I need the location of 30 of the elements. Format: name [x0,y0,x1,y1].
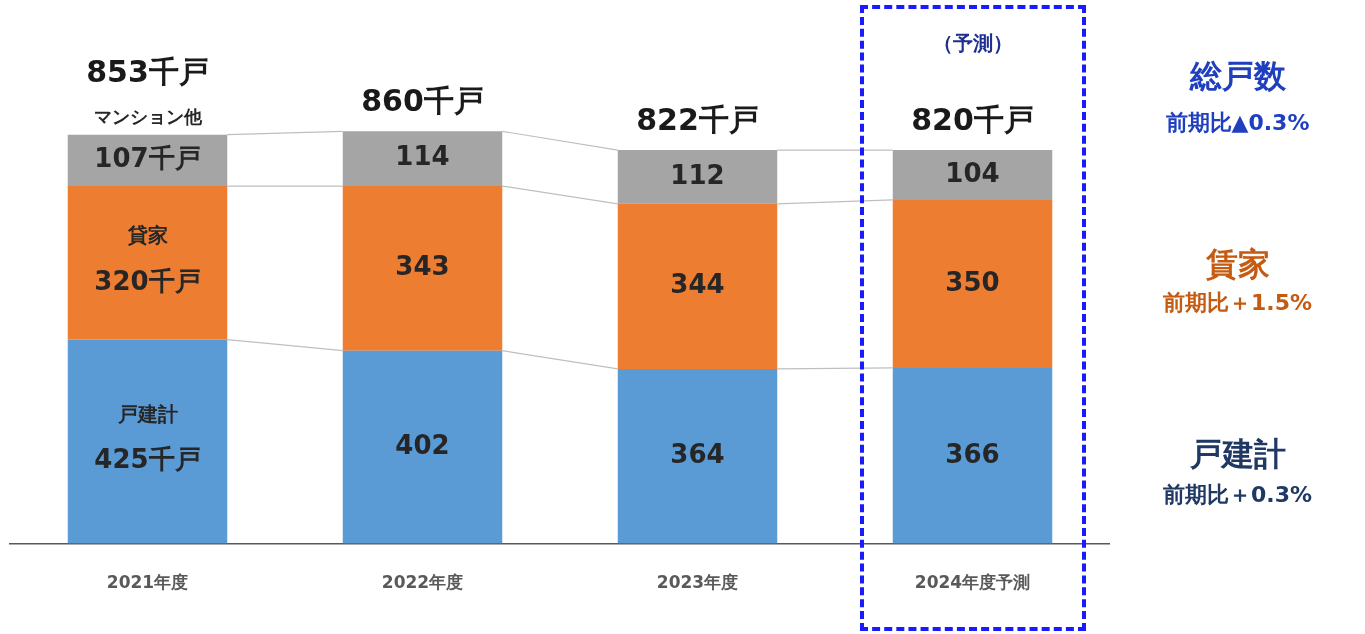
text: 前期比＋1.5% [1162,289,1313,317]
text: 戸建計 [1188,434,1287,475]
text: 前期比▲0.3% [1164,109,1311,137]
x-tick-label: 2021年度 [106,572,189,593]
data-label: 366 [945,438,1000,469]
data-label: 425千戸 [94,444,201,475]
data-label: 343 [395,251,450,282]
data-label: 344 [670,269,725,300]
x-tick-label: 2022年度 [381,572,464,593]
series-label: マンション他 [93,106,203,128]
x-tick-label: 2024年度予測 [914,572,1031,593]
data-label: 402 [395,429,450,460]
data-label: 364 [670,439,725,469]
data-label: 107千戸 [94,143,201,174]
total-label: 822千戸 [636,101,759,137]
series-label: 戸建計 [116,401,178,426]
total-label: 820千戸 [911,101,1034,137]
text: （予測） [932,31,1013,56]
text: 前期比＋0.3% [1162,481,1313,509]
series-label: 貸家 [126,223,168,248]
x-tick-label: 2023年度 [656,572,739,593]
data-label: 112 [670,159,725,190]
total-label: 853千戸 [86,54,209,90]
data-label: 320千戸 [94,265,201,296]
text: 賃家 [1204,244,1271,285]
text: 総戸数 [1188,56,1287,97]
data-label: 114 [395,141,450,172]
data-label: 104 [945,157,1000,188]
total-label: 860千戸 [361,83,484,119]
data-label: 350 [945,266,1000,297]
